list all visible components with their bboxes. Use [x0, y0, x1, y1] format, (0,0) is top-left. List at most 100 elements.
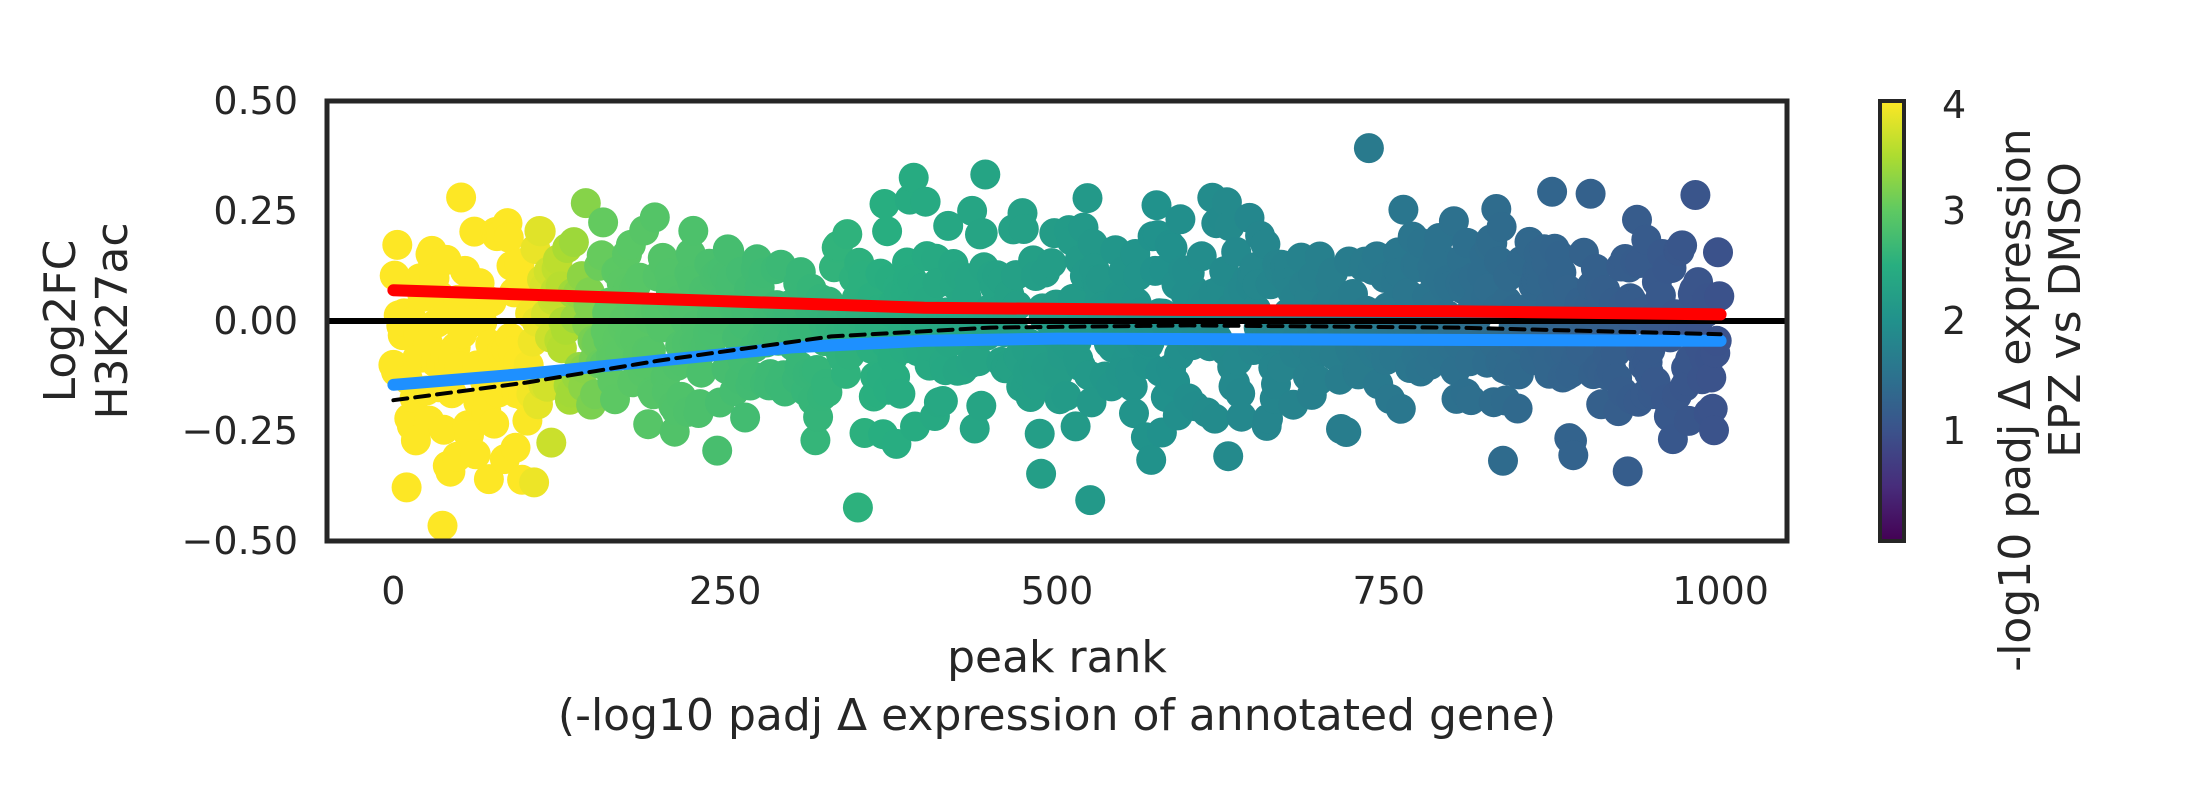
data-point [1211, 187, 1242, 218]
data-point [460, 439, 491, 470]
data-point [1076, 387, 1107, 418]
data-point [1077, 228, 1108, 259]
data-point [842, 492, 873, 523]
data-point [1502, 393, 1533, 424]
data-point [1036, 248, 1067, 279]
data-point [1199, 403, 1230, 434]
data-point [473, 464, 504, 495]
data-point [959, 413, 990, 444]
data-point [525, 216, 556, 247]
data-point [558, 227, 589, 258]
data-point [427, 510, 458, 541]
data-point [1699, 415, 1729, 446]
data-point [1704, 281, 1735, 312]
data-point [730, 402, 761, 433]
trend-line-solid-1 [387, 332, 1727, 391]
x-axis-label-line1: peak rank [947, 632, 1167, 683]
data-point [1075, 485, 1106, 516]
data-point [1667, 230, 1698, 261]
data-point [1303, 365, 1334, 396]
data-point [493, 222, 524, 253]
data-point [1213, 441, 1244, 472]
plot-frame [324, 98, 1790, 544]
x-tick-label: 250 [689, 569, 762, 613]
data-point [379, 260, 410, 291]
data-point [1165, 204, 1196, 235]
data-point [963, 346, 994, 377]
y-tick-label: 0.00 [213, 299, 298, 343]
data-point [1438, 206, 1469, 237]
data-point [391, 472, 422, 503]
data-point [536, 427, 567, 458]
data-point [1024, 418, 1055, 449]
colorbar-tick-label: 1 [1942, 409, 1966, 453]
data-point [812, 377, 843, 408]
y-axis-ticks: 0.50 0.25 0.00 −0.25 −0.50 [182, 79, 298, 563]
data-point [910, 186, 941, 217]
data-point [1141, 190, 1172, 221]
data-point [702, 435, 733, 466]
x-axis-ticks: 0 250 500 750 1000 [381, 569, 1769, 613]
data-point [1537, 176, 1568, 207]
data-point [446, 182, 477, 213]
y-tick-label: 0.50 [213, 79, 298, 123]
data-point [382, 229, 413, 260]
data-point [885, 378, 916, 409]
colorbar-label-line2: EPZ vs DMSO [2040, 162, 2091, 458]
data-point [1186, 241, 1217, 272]
data-point [639, 202, 670, 233]
data-point [1225, 378, 1256, 409]
colorbar-label-line1: -log10 padj Δ expression [1990, 128, 2041, 671]
trend-line-dashed-2 [391, 323, 1723, 403]
colorbar-tick-label: 3 [1942, 189, 1966, 233]
data-point [1703, 237, 1733, 268]
data-point [459, 216, 490, 247]
data-point [800, 425, 831, 456]
y-tick-label: −0.25 [182, 409, 298, 453]
data-point [1488, 445, 1518, 476]
data-point [1385, 393, 1416, 424]
colorbar-ticks: 4 3 2 1 [1942, 83, 1966, 453]
data-point [1117, 371, 1148, 402]
data-point [1696, 362, 1727, 393]
data-point [832, 219, 863, 250]
x-tick-label: 750 [1353, 569, 1426, 613]
data-point [479, 408, 510, 439]
data-point [1558, 440, 1589, 471]
colorbar [1878, 99, 1906, 543]
data-point [519, 467, 550, 498]
data-point [869, 189, 900, 219]
data-point [1008, 214, 1039, 244]
data-point [1353, 133, 1384, 164]
data-point [686, 357, 717, 388]
y-axis-label-line2: H3K27ac [87, 222, 138, 419]
y-axis-label-line1: Log2FC [35, 240, 86, 403]
data-point [1136, 444, 1167, 475]
trend-lines [387, 284, 1727, 403]
data-point [1456, 385, 1487, 416]
data-point [1575, 178, 1606, 209]
data-point [1612, 456, 1643, 487]
data-point [898, 162, 929, 193]
data-point [1331, 417, 1362, 447]
data-point [588, 207, 619, 238]
x-tick-label: 500 [1021, 569, 1094, 613]
data-point [1119, 398, 1149, 429]
data-point [970, 159, 1001, 190]
colorbar-tick-label: 4 [1942, 83, 1966, 127]
data-point [1388, 194, 1419, 225]
colorbar-tick-label: 2 [1942, 299, 1966, 343]
x-axis-label-line2: (-log10 padj Δ expression of annotated g… [558, 690, 1556, 741]
data-point [1226, 401, 1257, 432]
data-point [1051, 380, 1082, 411]
data-point [500, 432, 531, 463]
y-tick-label: 0.25 [213, 189, 298, 233]
data-point [1697, 393, 1728, 424]
data-point [967, 218, 998, 249]
data-point [428, 414, 459, 445]
data-point [872, 216, 903, 247]
x-tick-label: 0 [381, 569, 405, 613]
data-point [957, 195, 988, 226]
data-point [966, 390, 997, 421]
